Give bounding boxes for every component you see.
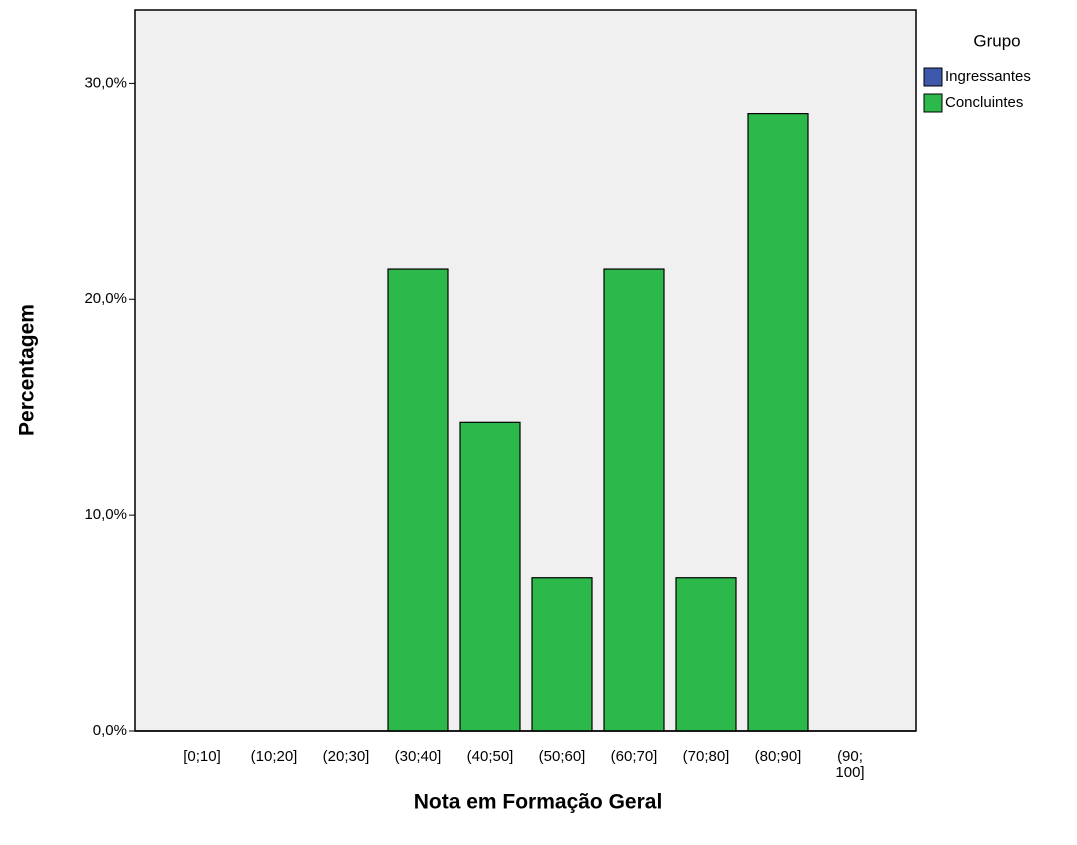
y-axis-title: Percentagem [16, 304, 39, 436]
x-axis-title: Nota em Formação Geral [414, 791, 663, 814]
legend-title: Grupo [973, 31, 1020, 50]
y-tick-label: 30,0% [84, 74, 127, 91]
x-tick-label-line: (90; [837, 748, 863, 765]
legend-label: Ingressantes [945, 68, 1031, 85]
bar [675, 577, 737, 732]
x-tick-label: (90; 100] [835, 748, 864, 781]
legend-swatch [923, 67, 943, 87]
legend-swatch [923, 93, 943, 113]
legend-label: Concluintes [945, 94, 1023, 111]
x-tick-label: [0;10] [183, 748, 221, 765]
bar [387, 268, 449, 732]
x-tick-label: (10;20] [251, 748, 298, 765]
x-tick-label-line: 100] [835, 764, 864, 781]
y-tick-label: 0,0% [93, 722, 127, 739]
x-tick-label: (60;70] [611, 748, 658, 765]
x-tick-label: (40;50] [467, 748, 514, 765]
bar [531, 577, 593, 732]
bar [603, 268, 665, 732]
bar [747, 113, 809, 732]
x-tick-label: (50;60] [539, 748, 586, 765]
y-tick-label: 20,0% [84, 290, 127, 307]
x-tick-label: (80;90] [755, 748, 802, 765]
y-tick-label: 10,0% [84, 506, 127, 523]
x-tick-label: (30;40] [395, 748, 442, 765]
bar [459, 421, 521, 732]
x-tick-label: (70;80] [683, 748, 730, 765]
x-tick-label: (20;30] [323, 748, 370, 765]
